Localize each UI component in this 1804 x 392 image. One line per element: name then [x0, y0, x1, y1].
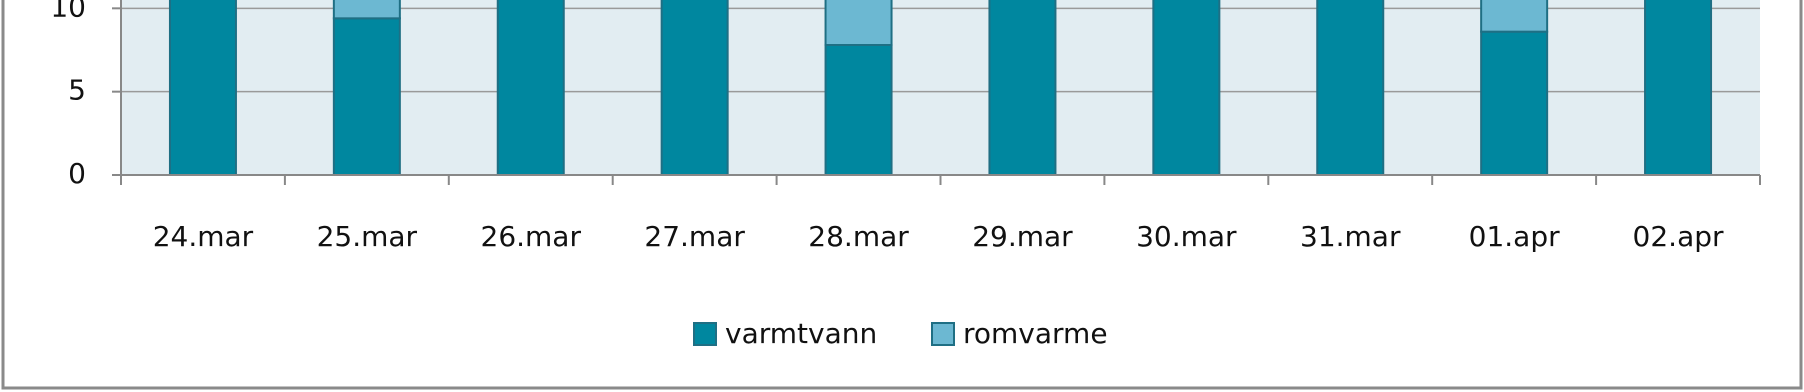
bar-segment	[332, 0, 401, 20]
x-tick-label: 25.mar	[317, 220, 418, 253]
bar-segment	[496, 0, 565, 176]
x-tick-label: 01.apr	[1469, 220, 1560, 253]
x-tick-label: 02.apr	[1633, 220, 1724, 253]
legend-label: romvarme	[963, 317, 1108, 350]
bar-segment	[1480, 0, 1549, 33]
bar-segment	[1480, 30, 1549, 176]
bar-segment	[660, 0, 729, 176]
y-tick-label: 5	[68, 74, 86, 107]
bars	[168, 0, 1713, 176]
bar-segment	[168, 0, 237, 176]
x-tick-label: 31.mar	[1300, 220, 1401, 253]
bar-segment	[1316, 0, 1385, 176]
x-tick-label: 26.mar	[481, 220, 582, 253]
x-tick-label: 24.mar	[153, 220, 254, 253]
axes: 0 5 10 24.mar 25.mar 26.mar 27.mar 28.mar 29.mar…	[50, 0, 1761, 350]
x-tick-label: 28.mar	[808, 220, 909, 253]
bar-segment	[1152, 0, 1221, 176]
bar-segment	[988, 0, 1057, 176]
legend-label: varmtvann	[725, 317, 877, 350]
x-tick-label: 30.mar	[1136, 220, 1237, 253]
y-tick-label: 0	[68, 157, 86, 190]
x-tick-label: 27.mar	[644, 220, 745, 253]
x-tick-label: 29.mar	[972, 220, 1073, 253]
y-tick-label: 10	[50, 0, 86, 23]
bar-segment	[824, 44, 893, 176]
legend-swatch	[693, 322, 717, 346]
bar-segment	[1644, 0, 1713, 176]
bar-segment	[332, 17, 401, 176]
legend-swatch	[931, 322, 955, 346]
bar-segment	[824, 0, 893, 46]
